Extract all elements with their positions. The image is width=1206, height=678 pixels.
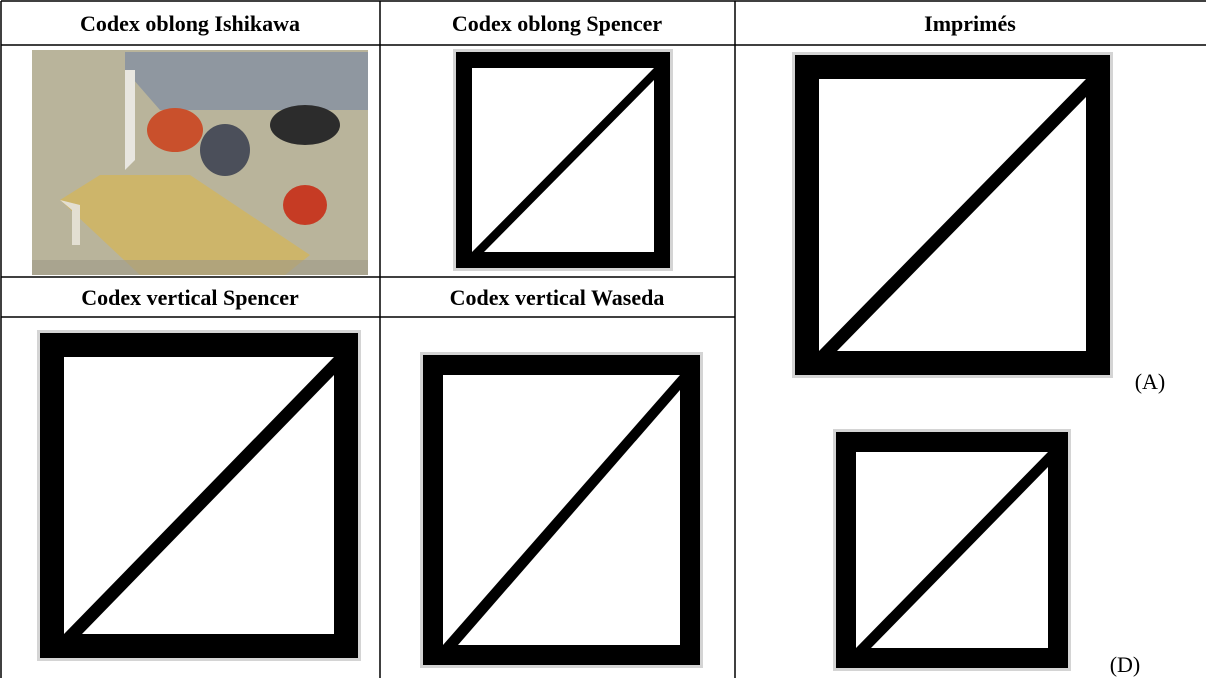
painting-window (125, 52, 368, 110)
diagram-diagonal (819, 79, 1086, 351)
painting-floor (60, 175, 310, 275)
painting (32, 50, 368, 275)
figure-label: (A) (1135, 369, 1166, 394)
painting-figure (147, 108, 203, 152)
column-header: Imprimés (924, 11, 1016, 36)
painting-figure (283, 185, 327, 225)
figure-label: (D) (1110, 652, 1141, 677)
column-header: Codex oblong Spencer (452, 11, 662, 36)
painting-figure (270, 105, 340, 145)
column-header: Codex vertical Spencer (81, 285, 299, 310)
diagram-diagonal (856, 452, 1048, 648)
diagram-diagonal (472, 68, 654, 252)
painting-screen (125, 70, 135, 170)
diagram-diagonal (64, 357, 334, 634)
painting-edge (32, 260, 368, 275)
painting-figure (200, 124, 250, 176)
painting-bench (60, 200, 80, 245)
column-header: Codex vertical Waseda (450, 285, 665, 310)
diagram-group (37, 49, 1113, 671)
diagram-diagonal (443, 375, 680, 645)
column-header: Codex oblong Ishikawa (80, 11, 300, 36)
